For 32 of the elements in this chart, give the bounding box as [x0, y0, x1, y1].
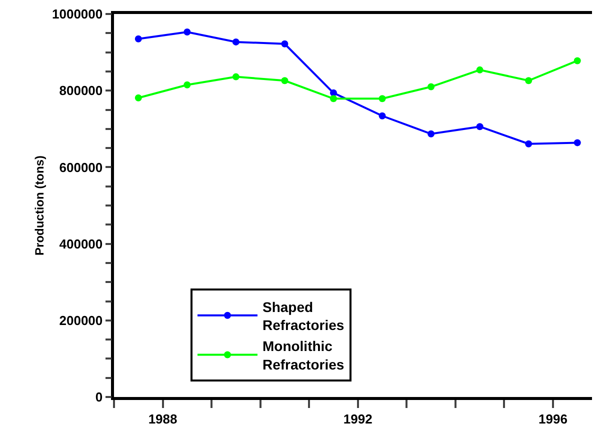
point: [378, 95, 386, 102]
point: [378, 112, 386, 120]
x-tick-label: 1992: [343, 411, 372, 426]
x-tick-label: 1996: [538, 411, 568, 426]
y-tick-label: 800000: [59, 83, 103, 98]
legend-label: Shaped Refractories: [262, 298, 344, 333]
y-tick-label: 600000: [59, 160, 103, 175]
y-tick-label: 400000: [59, 236, 103, 252]
x-tick-label: 1988: [148, 411, 178, 426]
point: [184, 28, 191, 36]
y-tick-label: 1000000: [52, 6, 103, 22]
point: [281, 40, 288, 48]
y-axis-title: Production (tons): [32, 156, 46, 256]
point: [232, 38, 240, 46]
point: [232, 73, 240, 80]
legend-label: Monolithic Refractories: [262, 338, 344, 372]
point: [134, 94, 142, 102]
point: [330, 89, 337, 96]
point: [476, 123, 484, 130]
y-tick-label: 0: [95, 390, 103, 405]
point: [525, 140, 532, 148]
point: [574, 139, 581, 146]
point: [525, 77, 532, 84]
point: [574, 57, 581, 64]
point: [184, 81, 191, 88]
point: [428, 130, 435, 138]
point: [330, 95, 337, 102]
y-tick-label: 200000: [59, 312, 103, 328]
point: [134, 35, 142, 42]
point: [476, 66, 484, 74]
point: [428, 83, 435, 90]
point: [281, 77, 288, 84]
